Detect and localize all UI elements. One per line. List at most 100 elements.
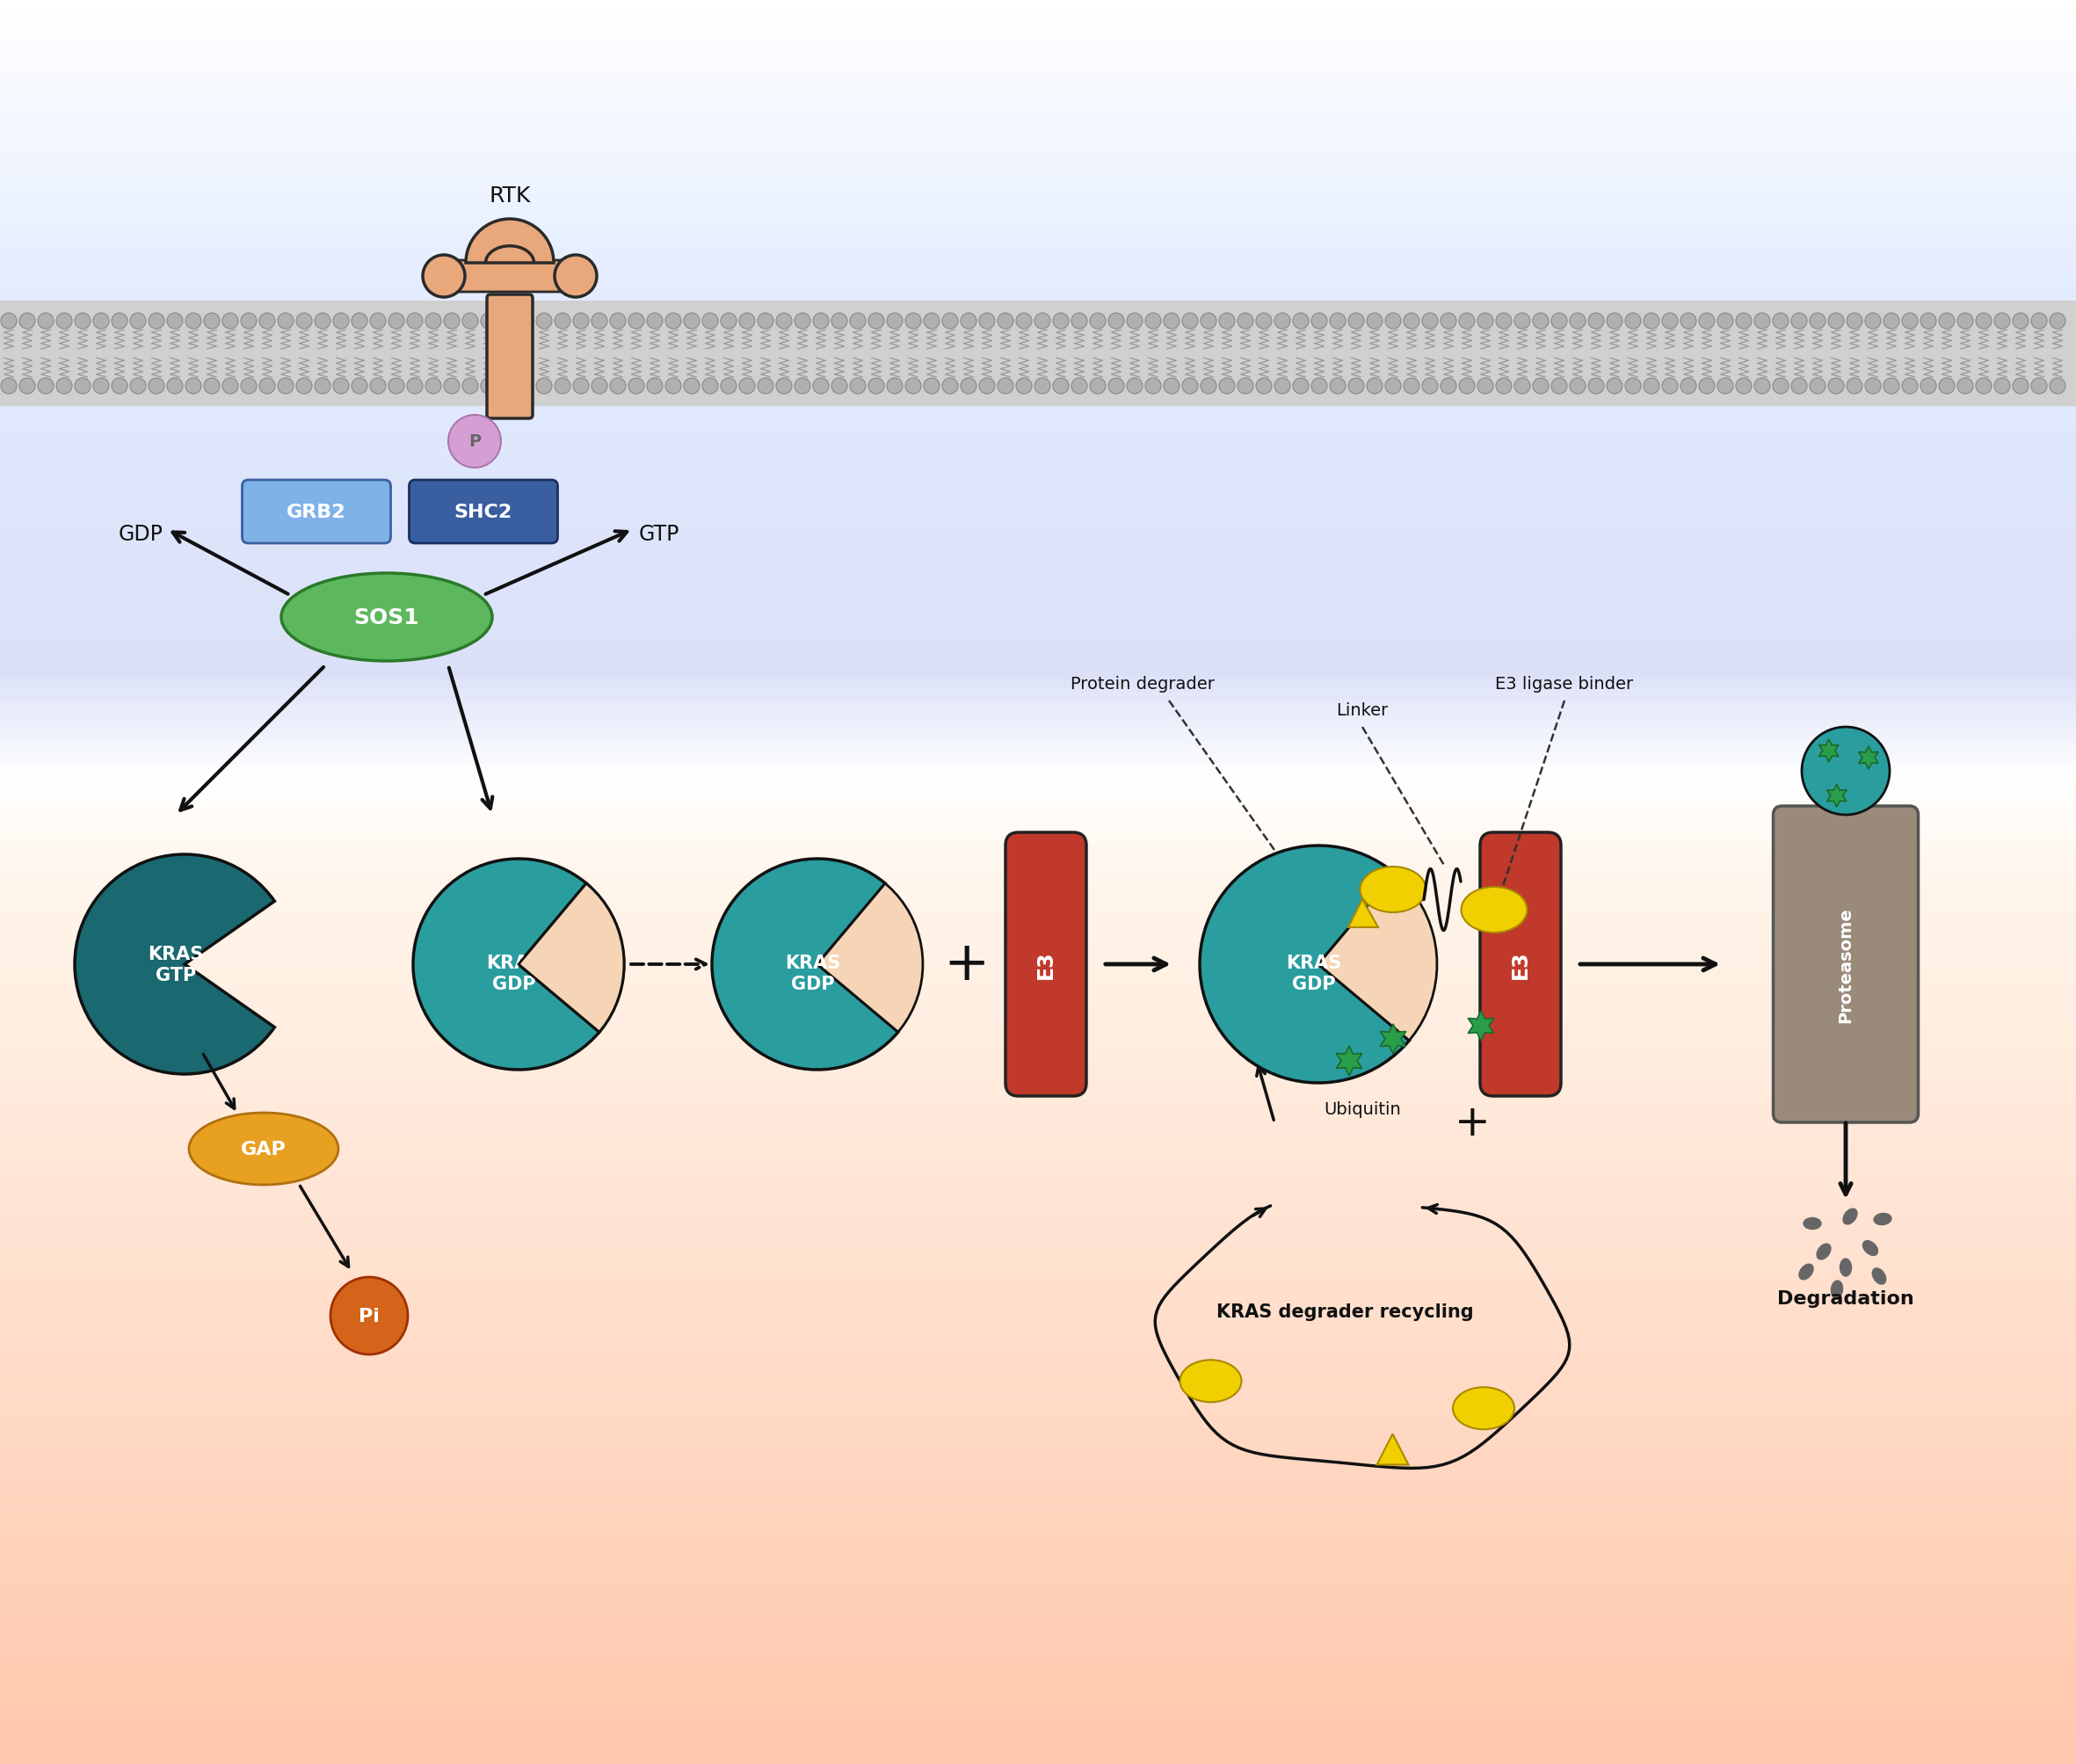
Circle shape — [1034, 379, 1050, 395]
Polygon shape — [519, 884, 625, 1032]
Text: Pi: Pi — [359, 1307, 380, 1325]
Bar — [0, 1111, 2076, 1117]
Circle shape — [943, 314, 957, 330]
Bar — [0, 864, 2076, 870]
Circle shape — [444, 314, 459, 330]
Circle shape — [776, 314, 791, 330]
Bar — [0, 406, 2076, 411]
Circle shape — [739, 314, 756, 330]
Bar — [0, 340, 2076, 348]
Bar — [0, 1605, 2076, 1611]
Circle shape — [1275, 314, 1291, 330]
Bar — [0, 1741, 2076, 1746]
Circle shape — [19, 314, 35, 330]
Circle shape — [648, 379, 662, 395]
Circle shape — [1385, 379, 1401, 395]
Bar — [0, 1517, 2076, 1522]
Bar — [0, 1699, 2076, 1706]
Bar — [0, 1565, 2076, 1570]
Bar — [0, 630, 2076, 635]
Bar — [0, 693, 2076, 700]
Bar — [0, 965, 2076, 970]
Ellipse shape — [1453, 1387, 1513, 1429]
Bar — [0, 1328, 2076, 1335]
Circle shape — [424, 256, 465, 298]
Text: KRAS
GDP: KRAS GDP — [486, 954, 542, 993]
Circle shape — [260, 379, 276, 395]
Bar — [0, 1141, 2076, 1147]
Polygon shape — [1318, 873, 1437, 1041]
Circle shape — [1441, 379, 1457, 395]
Circle shape — [1219, 379, 1235, 395]
Circle shape — [1366, 379, 1383, 395]
Circle shape — [1237, 379, 1254, 395]
Polygon shape — [1468, 1011, 1495, 1041]
Circle shape — [517, 314, 534, 330]
Bar — [0, 1411, 2076, 1416]
Circle shape — [370, 379, 386, 395]
Bar — [0, 1505, 2076, 1512]
Bar — [0, 146, 2076, 153]
Circle shape — [664, 379, 681, 395]
Circle shape — [1717, 379, 1733, 395]
Bar — [0, 900, 2076, 905]
Bar — [0, 1729, 2076, 1734]
Bar — [0, 1323, 2076, 1328]
Bar — [0, 1522, 2076, 1529]
Ellipse shape — [1800, 1265, 1812, 1279]
Circle shape — [185, 314, 201, 330]
Bar — [0, 305, 2076, 312]
Bar — [0, 1676, 2076, 1681]
Circle shape — [1312, 314, 1327, 330]
Circle shape — [610, 379, 625, 395]
Circle shape — [37, 314, 54, 330]
Ellipse shape — [1804, 1217, 1821, 1230]
Bar — [0, 1046, 2076, 1053]
Bar — [0, 1711, 2076, 1716]
Circle shape — [1902, 314, 1918, 330]
Bar — [0, 217, 2076, 224]
Bar — [0, 1582, 2076, 1588]
Bar — [0, 1028, 2076, 1035]
Circle shape — [924, 379, 940, 395]
Circle shape — [776, 379, 791, 395]
Bar — [0, 1318, 2076, 1323]
Bar — [0, 1053, 2076, 1058]
Circle shape — [1478, 314, 1493, 330]
Circle shape — [166, 314, 183, 330]
Bar — [0, 1335, 2076, 1341]
Bar — [0, 453, 2076, 459]
Circle shape — [1848, 314, 1862, 330]
Bar — [0, 429, 2076, 436]
Bar — [0, 1275, 2076, 1282]
Text: +: + — [1455, 1102, 1491, 1143]
Bar — [0, 670, 2076, 676]
Text: Protein degrader: Protein degrader — [1071, 676, 1214, 691]
Bar — [0, 676, 2076, 683]
Circle shape — [1459, 314, 1474, 330]
Bar — [0, 206, 2076, 212]
Bar — [0, 841, 2076, 847]
Text: Ubiquitin: Ubiquitin — [1324, 1101, 1401, 1118]
Bar — [0, 1540, 2076, 1547]
Circle shape — [149, 314, 164, 330]
Bar — [0, 65, 2076, 71]
Circle shape — [720, 379, 737, 395]
Bar — [0, 1399, 2076, 1406]
Circle shape — [241, 314, 257, 330]
Bar — [0, 53, 2076, 58]
Circle shape — [149, 379, 164, 395]
Circle shape — [1090, 314, 1107, 330]
Bar — [0, 318, 2076, 323]
Circle shape — [1385, 314, 1401, 330]
Circle shape — [868, 314, 884, 330]
Bar — [0, 983, 2076, 988]
Bar — [0, 123, 2076, 129]
Circle shape — [1792, 379, 1806, 395]
Bar — [0, 12, 2076, 18]
Circle shape — [482, 314, 496, 330]
Bar — [0, 1593, 2076, 1600]
Bar — [0, 1364, 2076, 1371]
Bar — [0, 141, 2076, 146]
Bar — [0, 776, 2076, 781]
